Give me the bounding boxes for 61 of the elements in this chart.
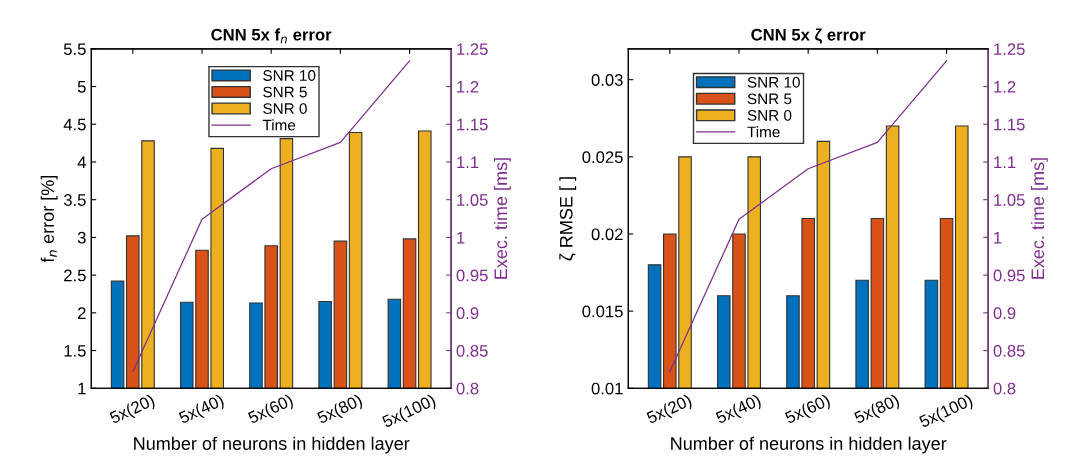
x-tick-label: 5x(20) bbox=[645, 393, 694, 427]
x-tick-label: 5x(40) bbox=[177, 393, 226, 427]
y-tick-label: 0.025 bbox=[582, 151, 623, 164]
y2-tick-label: 1.1 bbox=[994, 156, 1016, 169]
y-tick-label: 1.5 bbox=[64, 345, 86, 357]
y2-tick-label: 0.95 bbox=[456, 269, 488, 282]
y2-axis-title: Exec. time [ms] bbox=[493, 158, 511, 279]
legend-label: SNR 10 bbox=[263, 70, 316, 81]
y2-tick-label: 0.8 bbox=[993, 382, 1016, 395]
line-series bbox=[132, 60, 411, 373]
x-tick-label: 5x(60) bbox=[784, 393, 832, 427]
y2-tick-label: 1.15 bbox=[457, 118, 488, 131]
y2-tick-label: 1.15 bbox=[994, 118, 1025, 131]
legend-label: SNR 5 bbox=[747, 93, 792, 105]
y-tick-label: 2.5 bbox=[64, 269, 86, 282]
legend-label: SNR 0 bbox=[263, 103, 307, 114]
legend-label: SNR 0 bbox=[747, 109, 792, 121]
legend-label: Time bbox=[262, 119, 296, 131]
y-axis-title: ζ RMSE [ ] bbox=[559, 177, 577, 261]
y2-tick-label: 0.9 bbox=[993, 307, 1016, 320]
y-tick-label: 2 bbox=[78, 307, 86, 319]
y-tick-label: 5.5 bbox=[63, 43, 86, 56]
y2-tick-label: 0.8 bbox=[456, 382, 479, 395]
y-tick-label: 5 bbox=[77, 81, 86, 93]
y-tick-label: 1 bbox=[78, 382, 86, 395]
x-tick-label: 5x(80) bbox=[316, 393, 365, 427]
y2-tick-label: 0.9 bbox=[456, 307, 479, 320]
y2-tick-label: 0.95 bbox=[993, 269, 1025, 282]
y2-tick-label: 1.2 bbox=[994, 80, 1016, 93]
y-tick-label: 4 bbox=[77, 156, 86, 169]
y2-axis-title: Exec. time [ms] bbox=[1030, 158, 1048, 279]
y2-tick-label: 0.85 bbox=[993, 344, 1025, 357]
x-axis-title: Number of neurons in hidden layer bbox=[134, 436, 410, 454]
y2-tick-label: 1.05 bbox=[457, 194, 488, 206]
y-tick-label: 0.015 bbox=[582, 305, 623, 318]
legend-label: SNR 10 bbox=[747, 76, 800, 88]
chart-title: CNN 5x ζ error bbox=[751, 28, 866, 44]
x-tick-label: 5x(60) bbox=[247, 393, 295, 427]
line-series bbox=[669, 60, 948, 373]
legend-label: Time bbox=[747, 126, 780, 138]
x-axis-title: Number of neurons in hidden layer bbox=[671, 436, 947, 454]
x-tick-label: 5x(20) bbox=[108, 393, 157, 427]
y-axis-title: f$_{n}$ error [%] bbox=[40, 175, 58, 263]
x-tick-label: 5x(80) bbox=[853, 393, 902, 427]
y-tick-label: 3 bbox=[77, 231, 86, 244]
y2-tick-label: 1.2 bbox=[457, 80, 479, 93]
y-tick-label: 0.03 bbox=[591, 74, 623, 86]
y2-tick-label: 1 bbox=[994, 231, 1002, 244]
y2-tick-label: 1.25 bbox=[994, 43, 1025, 56]
y-tick-label: 4.5 bbox=[63, 118, 86, 131]
x-tick-label: 5x(40) bbox=[714, 393, 763, 427]
y-tick-label: 3.5 bbox=[63, 194, 86, 206]
y2-tick-label: 1.05 bbox=[994, 194, 1025, 206]
y2-tick-label: 0.85 bbox=[456, 344, 488, 357]
y2-tick-label: 1.1 bbox=[457, 156, 479, 169]
y-tick-label: 0.01 bbox=[591, 382, 623, 395]
chart-title: CNN 5x f$_{n}$ error bbox=[211, 28, 332, 44]
y-tick-label: 0.02 bbox=[591, 228, 623, 241]
y2-tick-label: 1.25 bbox=[457, 43, 488, 56]
y2-tick-label: 1 bbox=[457, 231, 465, 244]
legend-label: SNR 5 bbox=[263, 86, 307, 98]
